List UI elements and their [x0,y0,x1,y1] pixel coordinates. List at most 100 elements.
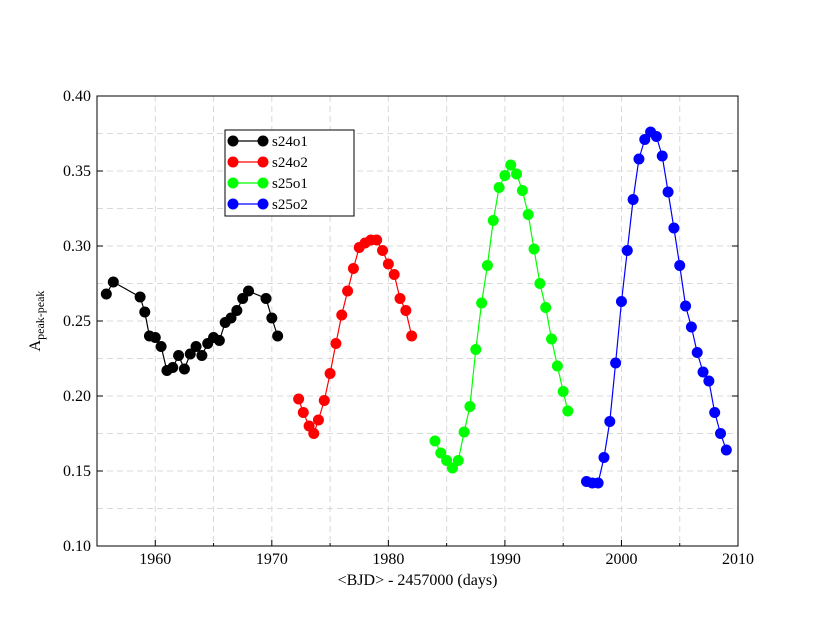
data-point [633,153,645,165]
y-axis-title-main: A [27,339,44,351]
data-point [516,185,528,196]
data-point [534,278,546,289]
x-axis-title: <BJD> - 2457000 (days) [338,572,498,589]
y-axis-title-subscript: peak-peak [33,291,47,340]
data-point [650,131,662,142]
data-point [546,333,558,345]
data-point [476,297,488,309]
series-s24o2 [293,234,418,439]
legend-box [224,129,355,217]
data-point [190,341,202,352]
data-point [610,357,622,369]
legend-marker [227,177,239,189]
data-point [674,260,686,271]
y-tick-label: 0.20 [63,388,91,405]
data-point [377,245,389,256]
data-point [260,293,272,304]
data-point [347,263,359,274]
legend-marker [227,135,239,147]
data-point [691,347,703,358]
data-point [394,293,406,304]
legend-marker [227,156,239,168]
data-point [493,182,505,193]
data-point [562,405,574,417]
data-point [685,321,697,333]
data-point [371,234,383,246]
data-point [615,296,627,307]
data-point [458,426,470,438]
legend-marker [257,177,269,189]
y-tick-label: 0.30 [63,238,91,255]
data-point [324,368,336,379]
x-tick-label: 1960 [139,551,171,568]
legend-item-s25o2: s25o2 [227,197,308,213]
data-point [481,260,493,271]
data-point [184,348,196,360]
data-point [604,416,616,427]
data-point [709,407,721,418]
legend-label: s25o2 [272,197,308,213]
data-point [499,170,511,181]
legend-label: s25o1 [272,176,308,192]
data-point [441,455,453,466]
data-point [167,362,179,373]
data-point [621,245,633,256]
y-tick-label: 0.10 [63,538,91,555]
legend-item-s24o2: s24o2 [227,155,308,171]
data-point [557,386,569,397]
data-point [237,293,249,304]
legend-marker [257,198,269,210]
data-point [312,414,324,426]
data-point [505,159,517,171]
data-point [107,276,119,288]
data-point [680,300,692,312]
data-point [435,447,447,459]
data-point [178,363,190,375]
data-point [598,452,610,463]
data-point [388,269,400,280]
data-point [528,243,540,255]
data-point [336,309,348,321]
legend-marker [227,198,239,210]
data-point [155,341,167,352]
data-point [720,444,732,456]
series-s24o1 [100,276,284,376]
data-point [225,312,237,324]
series-layer [100,126,732,489]
data-point [703,375,715,387]
data-point [231,305,243,316]
legend-marker [257,156,269,168]
data-point [293,393,305,405]
data-point [382,258,394,270]
x-tick-label: 2000 [605,551,637,568]
data-point [627,194,639,205]
data-point [697,366,709,378]
data-point [213,335,225,346]
legend-label: s24o2 [272,155,308,171]
data-point [149,332,161,343]
x-tick-label: 2010 [722,551,754,568]
data-point [400,305,412,316]
data-point [134,291,146,303]
x-tick-label: 1990 [489,551,521,568]
data-point [139,306,151,318]
series-s25o1 [429,159,574,474]
data-point [446,462,458,474]
data-point [297,407,309,418]
legend-marker [257,135,269,147]
y-tick-label: 0.25 [63,313,91,330]
data-point [551,360,563,372]
data-point [511,168,523,180]
data-point [715,428,727,439]
data-point [330,338,342,349]
data-point [470,344,482,355]
data-point [639,134,651,145]
series-s25o2 [580,126,732,489]
x-tick-label: 1970 [256,551,288,568]
data-point [100,288,112,300]
data-point [592,477,604,489]
legend: s24o1 s24o2 s25o1 s25o2 [224,129,355,217]
data-point [452,455,464,466]
y-tick-label: 0.35 [63,163,91,180]
